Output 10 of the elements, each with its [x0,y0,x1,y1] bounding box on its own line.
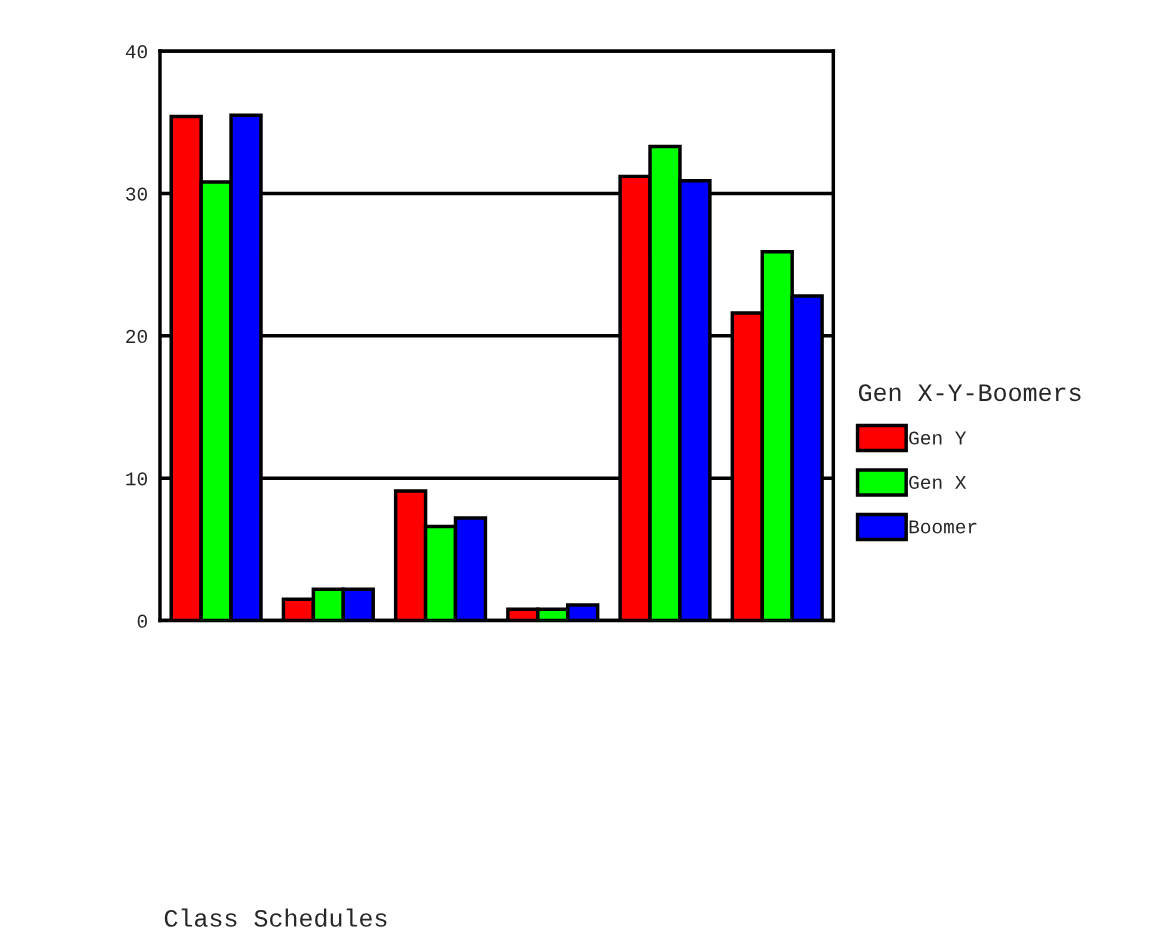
y-tick-label: 20 [126,329,147,344]
legend-label: Gen X [909,475,967,490]
legend-label: Boomer [909,520,977,534]
text: Class Schedules [164,908,387,927]
y-tick-label: 30 [126,187,147,201]
y-tick-label: 10 [126,472,147,486]
y-tick-label: 0 [137,614,147,628]
legend-title: Gen X-Y-Boomers [858,384,1081,402]
legend-label: Gen Y [909,431,967,445]
y-tick-label: 40 [125,45,147,59]
